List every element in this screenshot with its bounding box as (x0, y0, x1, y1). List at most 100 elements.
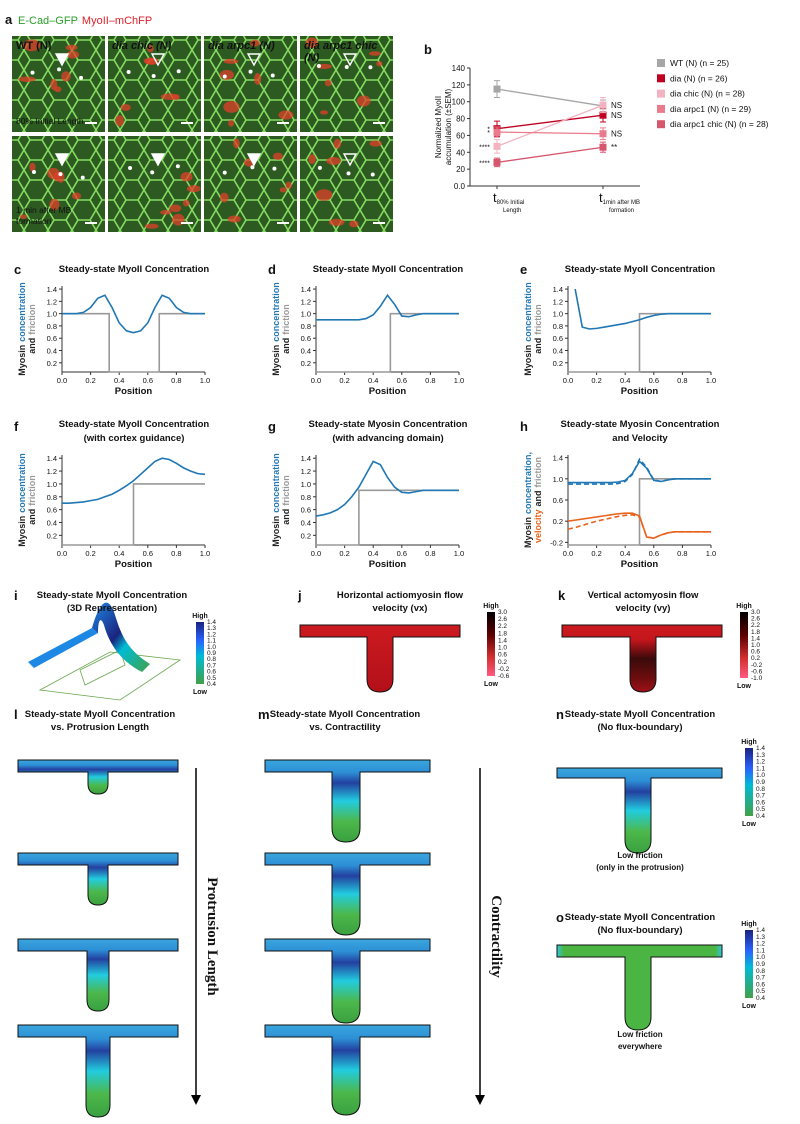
colorbar-tick: 1.3 (756, 934, 765, 941)
colorbar-high: High (741, 921, 757, 928)
micrograph (204, 136, 297, 232)
micrograph (12, 136, 105, 232)
map-title: vs. Protrusion Length (51, 722, 149, 733)
myosin-spot (326, 156, 342, 165)
marker (599, 130, 607, 138)
colorbar-tick: 0.9 (756, 961, 765, 968)
y-axis-label: and friction (281, 475, 291, 525)
y-tick-label: 0.6 (301, 334, 311, 343)
y-tick-label: 0.0 (454, 182, 466, 191)
myosin-spot (305, 37, 319, 49)
colorbar-tick: 0.5 (756, 988, 765, 995)
y-axis-label: and friction (533, 304, 543, 354)
y-tick-label: 0.2 (47, 531, 57, 540)
cell-dot (176, 69, 181, 74)
myosin-spot (227, 215, 241, 223)
x-tick-label: t1min after MB formation (599, 190, 642, 214)
panel-letter: j (297, 588, 302, 603)
y-tick-label: 1.4 (301, 454, 311, 463)
colorbar-tick: 1.0 (756, 772, 765, 779)
map-note: (only in the protrusion) (596, 863, 684, 872)
arrowhead (54, 53, 70, 67)
cell-dot (248, 69, 253, 74)
colorbar-tick: 1.0 (756, 954, 765, 961)
colorbar-tick: 0.4 (207, 681, 216, 688)
colorbar-tick: 1.0 (207, 644, 216, 651)
myosin-spot (61, 71, 71, 82)
colorbar-tick: 0.9 (207, 650, 216, 657)
myosin-spot (47, 167, 60, 180)
y-tick-label: 80 (456, 115, 465, 124)
series-line (62, 457, 206, 505)
cell-dot (270, 73, 275, 78)
myosin-spot (376, 61, 383, 67)
x-tick-label: 0.2 (85, 549, 95, 558)
y-axis-label: Myosin concentration (17, 282, 27, 376)
y-label-part: Myosin (271, 516, 281, 547)
y-tick-label: 0.8 (301, 493, 311, 502)
y-tick-label: 1.4 (301, 285, 311, 294)
x-axis-label: Position (369, 559, 407, 570)
x-tick-label: 0.4 (114, 376, 124, 385)
x-axis-label: Position (115, 386, 153, 397)
map-note: Low friction (617, 851, 662, 860)
column-label: dia arpc1 (N) (208, 40, 275, 52)
arrowhead (342, 153, 358, 167)
x-tick-label: 0.6 (397, 376, 407, 385)
map-title: (No flux-boundary) (598, 722, 683, 733)
cell-dot (126, 69, 131, 74)
myosin-spot (65, 44, 78, 51)
stain-label: E-Cad–GFP (18, 15, 78, 27)
y-label-part: Myosin (523, 517, 533, 548)
y-tick-label: 0.8 (553, 322, 563, 331)
myosin-spot (219, 192, 229, 203)
colorbar-tick: 1.4 (756, 927, 765, 934)
x-tick-label: 0.0 (57, 549, 67, 558)
y-axis-label: Myosin concentration (271, 282, 281, 376)
y-label-part: and (281, 509, 291, 525)
map-title: Steady-state MyoII Concentration (25, 709, 176, 720)
y-axis-label: Myosin concentration (17, 453, 27, 547)
colorbar-tick: 1.1 (756, 765, 765, 772)
legend-label: dia arpc1 (N) (n = 29) (670, 104, 751, 114)
x-tick-label: 0.0 (563, 549, 573, 558)
cell-dot (58, 172, 63, 177)
marker (599, 111, 607, 119)
x-tick-label: 0.4 (620, 549, 630, 558)
myosin-spot (186, 185, 201, 193)
colorbar-tick: 1.2 (207, 631, 216, 638)
arrowhead (150, 153, 166, 167)
myosin-spot (285, 181, 292, 189)
surface-3d (28, 602, 182, 701)
colorbar-tick: 0.7 (756, 793, 765, 800)
cell-dot (346, 171, 351, 176)
myosin-spot (369, 51, 381, 56)
x-tick-label: 1.0 (454, 376, 464, 385)
y-tick-label: 0.2 (553, 517, 563, 526)
myosin-spot (333, 138, 342, 149)
y-axis-label: Normalized MyoII (434, 96, 443, 158)
y-label-part: Myosin (271, 345, 281, 376)
y-label-part: concentration (17, 282, 27, 342)
micrograph (108, 136, 201, 232)
axis-label: Contractility (488, 895, 504, 978)
myosin-spot (279, 187, 287, 193)
myosin-spot (369, 140, 382, 147)
cell-dot (128, 166, 133, 171)
x-tick-label: 0.0 (57, 376, 67, 385)
chart-title: (with cortex guidance) (84, 433, 185, 444)
protrusion-map (556, 767, 723, 854)
colorbar-tick: 0.7 (207, 662, 216, 669)
y-label-part: Myosin (523, 345, 533, 376)
chart-title: Steady-state Myosin Concentration (561, 419, 720, 430)
y-tick-label: 1.4 (553, 285, 563, 294)
series-line (496, 114, 604, 130)
colorbar-tick: -0.6 (498, 673, 510, 680)
column-label: dia chic (N) (112, 40, 172, 52)
y-tick-label: 0.2 (553, 359, 563, 368)
row-label: 1 min after MB (16, 205, 72, 215)
y-tick-label: 1.2 (553, 297, 563, 306)
y-label-part: concentration (271, 453, 281, 513)
legend-swatch (657, 89, 665, 98)
y-label-part: and (27, 509, 37, 525)
